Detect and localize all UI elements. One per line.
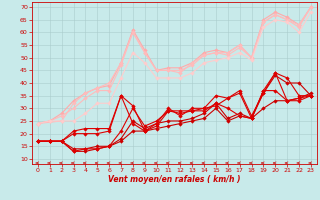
X-axis label: Vent moyen/en rafales ( km/h ): Vent moyen/en rafales ( km/h )	[108, 175, 241, 184]
